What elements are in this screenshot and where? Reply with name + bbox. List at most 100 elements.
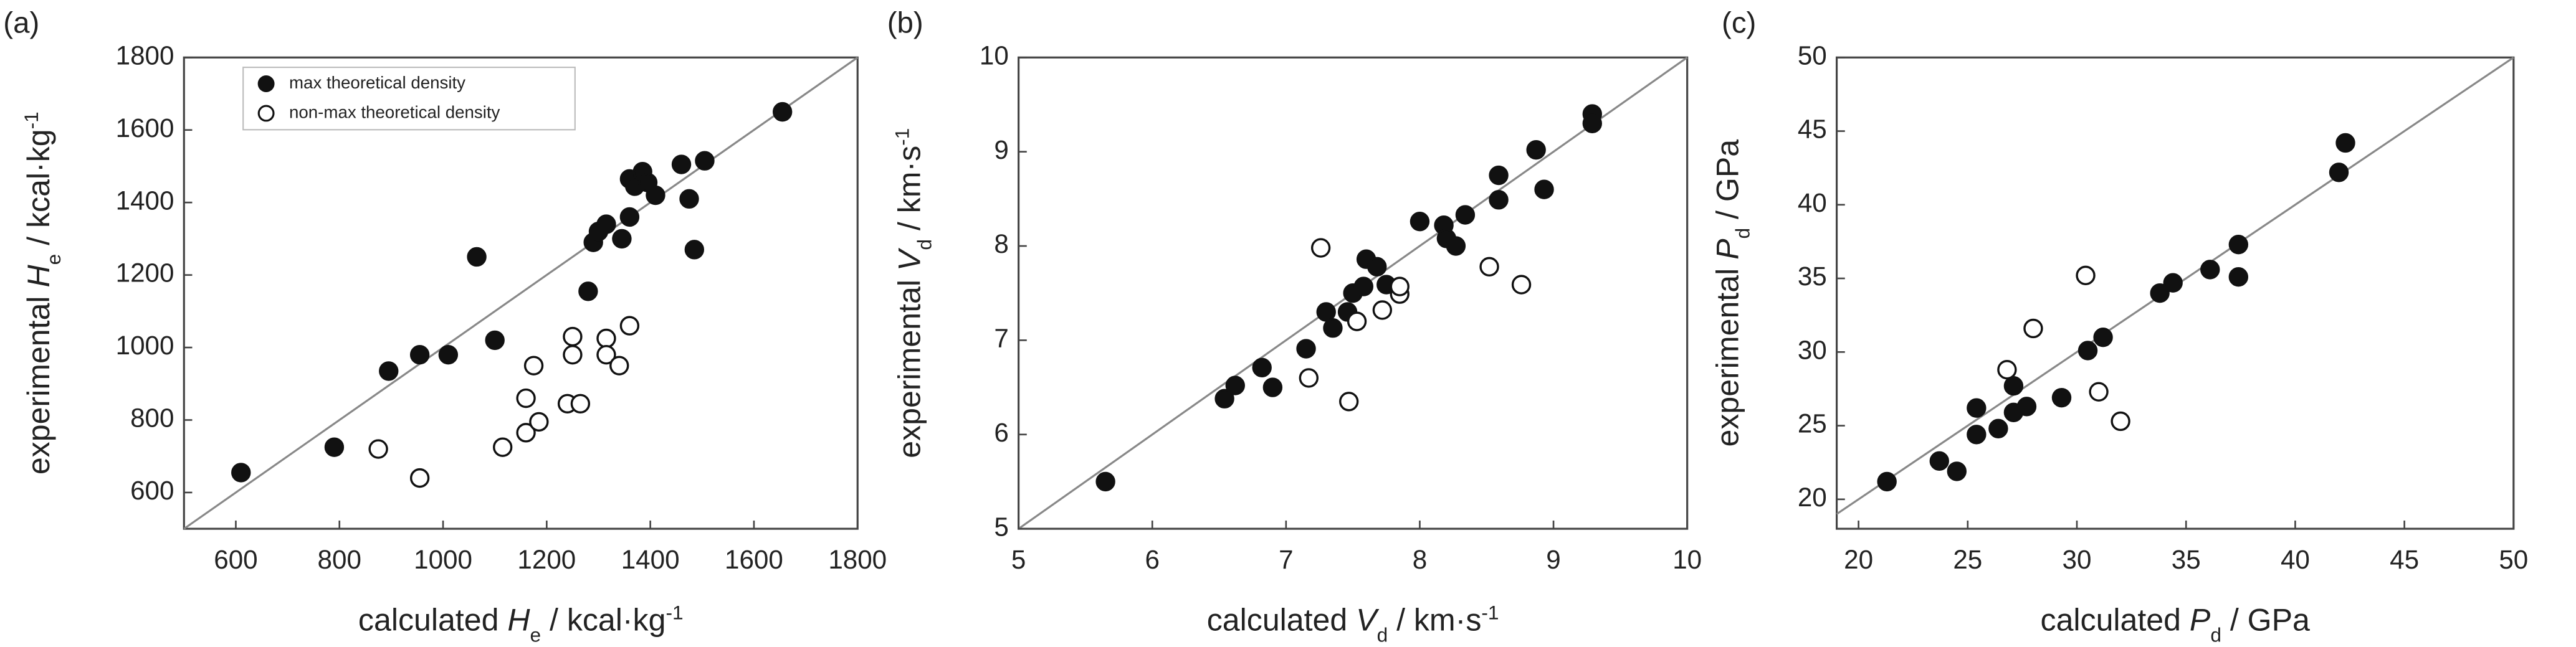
- data-point: [570, 394, 591, 413]
- x-tick-label: 50: [2499, 545, 2528, 574]
- data-point: [578, 281, 598, 301]
- label-part: -1: [890, 128, 913, 146]
- data-point: [1310, 238, 1331, 258]
- x-tick-label: 1200: [517, 545, 576, 574]
- plot-frame: [1018, 56, 1689, 530]
- x-tick-label: 1600: [725, 545, 783, 574]
- legend-label: max theoretical density: [289, 73, 465, 92]
- data-point: [379, 361, 399, 381]
- data-point: [1526, 139, 1546, 160]
- y-tick-label: 1400: [116, 186, 174, 215]
- legend-label: non-max theoretical density: [289, 102, 500, 121]
- data-point: [409, 344, 430, 365]
- y-axis-label: experimental He / kcal·kg-1: [20, 111, 65, 475]
- x-tick-label: 7: [1279, 545, 1293, 574]
- data-point: [1339, 392, 1359, 412]
- label-part: / kcal·kg: [21, 129, 56, 253]
- data-point: [671, 154, 692, 174]
- label-part: / km·s: [1388, 603, 1481, 638]
- plot-frame: [183, 56, 859, 530]
- data-point: [1367, 257, 1387, 277]
- data-point: [563, 344, 583, 365]
- data-point: [2228, 267, 2249, 287]
- data-point: [2111, 411, 2130, 432]
- x-tick-label: 800: [318, 545, 361, 574]
- data-point: [529, 412, 549, 432]
- label-part: calculated: [358, 603, 507, 638]
- y-tick-label: 1800: [116, 40, 174, 70]
- label-part: / GPa: [1710, 139, 1745, 228]
- label-part: -1: [665, 602, 683, 624]
- data-point: [1252, 357, 1272, 377]
- data-point: [2200, 260, 2220, 280]
- data-point: [516, 423, 536, 443]
- data-point: [2023, 318, 2043, 339]
- label-part: -1: [1481, 602, 1499, 624]
- label-part: H: [507, 603, 530, 638]
- label-part: d: [2210, 624, 2221, 646]
- data-point: [438, 344, 459, 365]
- x-tick-label: 10: [1672, 545, 1702, 574]
- label-part: V: [1356, 603, 1380, 638]
- data-point: [1347, 311, 1367, 331]
- panel-label: (c): [1722, 7, 1756, 40]
- data-point: [2051, 387, 2072, 408]
- data-point: [596, 214, 616, 234]
- data-point: [1455, 205, 1476, 225]
- data-point: [2077, 341, 2098, 361]
- data-point: [684, 240, 705, 260]
- data-point: [324, 437, 345, 457]
- data-point: [231, 463, 251, 483]
- y-tick-label: 8: [994, 229, 1008, 258]
- data-point: [409, 468, 430, 488]
- y-tick-label: 800: [130, 404, 174, 433]
- label-part: experimental: [1710, 260, 1745, 447]
- label-part: H: [21, 265, 56, 288]
- data-point: [1967, 398, 1987, 418]
- data-point: [1390, 276, 1410, 296]
- data-point: [1877, 471, 1897, 492]
- y-tick-label: 5: [994, 512, 1008, 541]
- y-tick-label: 9: [994, 135, 1008, 164]
- data-point: [1353, 276, 1373, 296]
- data-point: [1316, 302, 1336, 322]
- data-point: [2076, 265, 2096, 286]
- data-point: [492, 437, 513, 457]
- y-tick-label: 20: [1798, 483, 1827, 512]
- label-part: -1: [20, 111, 42, 129]
- data-point: [1323, 318, 1343, 338]
- legend-marker: [257, 105, 275, 122]
- data-point: [2150, 283, 2170, 303]
- y-tick-label: 6: [994, 418, 1008, 447]
- data-point: [1929, 451, 1949, 471]
- data-point: [1446, 236, 1466, 256]
- x-tick-label: 35: [2172, 545, 2201, 574]
- panel-label: (b): [887, 7, 923, 40]
- legend-marker: [257, 75, 275, 92]
- label-part: calculated: [2041, 603, 2190, 638]
- data-point: [2228, 234, 2249, 255]
- label-part: P: [1710, 238, 1745, 260]
- data-point: [596, 344, 616, 365]
- reference-line: [183, 57, 859, 530]
- data-point: [596, 328, 616, 349]
- data-point: [1225, 375, 1245, 395]
- label-part: e: [530, 624, 541, 646]
- panel: (c) 20 25 30 35 40 45 50 20 25 30 35 40 45 50 calculate…: [1710, 7, 2528, 646]
- data-point: [609, 356, 629, 375]
- data-point: [1947, 461, 1967, 481]
- data-point: [1214, 389, 1234, 409]
- data-point: [1988, 418, 2008, 438]
- x-tick-label: 1000: [414, 545, 472, 574]
- x-axis-label: calculated He / kcal·kg-1: [358, 602, 684, 646]
- data-point: [2016, 397, 2037, 417]
- x-tick-label: 1800: [828, 545, 887, 574]
- x-tick-label: 40: [2281, 545, 2310, 574]
- y-tick-label: 40: [1798, 188, 1827, 217]
- label-part: / km·s: [892, 146, 927, 239]
- y-tick-label: 30: [1798, 335, 1827, 364]
- data-point: [679, 189, 699, 209]
- data-point: [2163, 273, 2183, 293]
